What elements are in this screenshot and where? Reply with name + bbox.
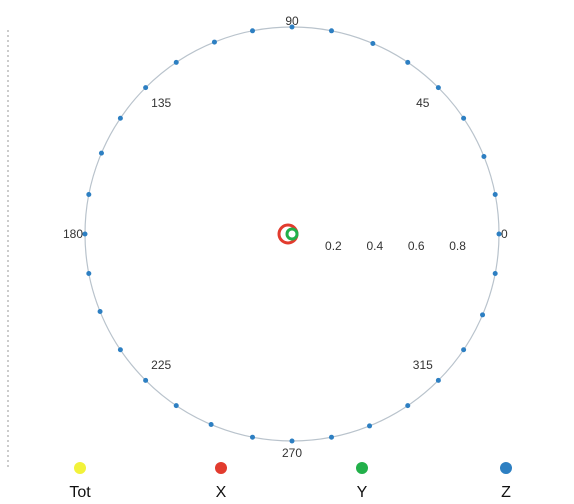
point-z (97, 309, 103, 315)
point-z (173, 403, 179, 409)
angle-tick-135: 135 (151, 96, 171, 110)
point-z (86, 270, 92, 276)
point-z (481, 153, 487, 159)
legend-marker-y (356, 462, 368, 474)
point-z (328, 28, 334, 34)
point-z (117, 347, 123, 353)
point-z (367, 423, 373, 429)
point-z (492, 270, 498, 276)
legend-label-x: X (216, 484, 227, 501)
point-z (289, 438, 295, 444)
legend-label-y: Y (357, 484, 368, 501)
angle-tick-90: 90 (285, 14, 299, 28)
radial-tick-0.2: 0.2 (325, 239, 342, 253)
point-z (86, 192, 92, 198)
point-z (492, 192, 498, 198)
point-z (173, 59, 179, 65)
radial-tick-0.8: 0.8 (449, 239, 466, 253)
point-z (208, 422, 214, 428)
point-z (435, 377, 441, 383)
legend: Tot X Y Z (69, 462, 512, 501)
radial-tick-0.4: 0.4 (366, 239, 383, 253)
point-z (98, 150, 104, 156)
point-z (117, 115, 123, 121)
point-z (328, 434, 334, 440)
legend-marker-x (215, 462, 227, 474)
point-z (250, 434, 256, 440)
radial-tick-0.6: 0.6 (408, 239, 425, 253)
point-z (496, 231, 502, 237)
point-z (211, 39, 217, 45)
point-z (250, 28, 256, 34)
angle-tick-225: 225 (151, 358, 171, 372)
point-z (461, 347, 467, 353)
point-z (143, 85, 149, 91)
data-points (82, 24, 502, 444)
point-z (461, 115, 467, 121)
legend-label-tot: Tot (69, 484, 91, 501)
point-z (405, 59, 411, 65)
point-z (480, 312, 486, 318)
legend-marker-z (500, 462, 512, 474)
legend-label-z: Z (501, 484, 511, 501)
angle-tick-0: 0 (501, 227, 508, 241)
point-z (143, 377, 149, 383)
point-z (435, 85, 441, 91)
angle-tick-315: 315 (413, 358, 433, 372)
point-z (82, 231, 88, 237)
point-y (285, 227, 299, 241)
legend-marker-tot (74, 462, 86, 474)
point-z (289, 24, 295, 30)
angle-tick-labels: 90 45 0 315 270 225 180 135 (63, 14, 508, 460)
radial-tick-labels: 0.2 0.4 0.6 0.8 (325, 239, 466, 253)
angle-tick-45: 45 (416, 96, 430, 110)
angle-tick-180: 180 (63, 227, 83, 241)
angle-tick-270: 270 (282, 446, 302, 460)
point-z (405, 403, 411, 409)
point-z (370, 40, 376, 46)
